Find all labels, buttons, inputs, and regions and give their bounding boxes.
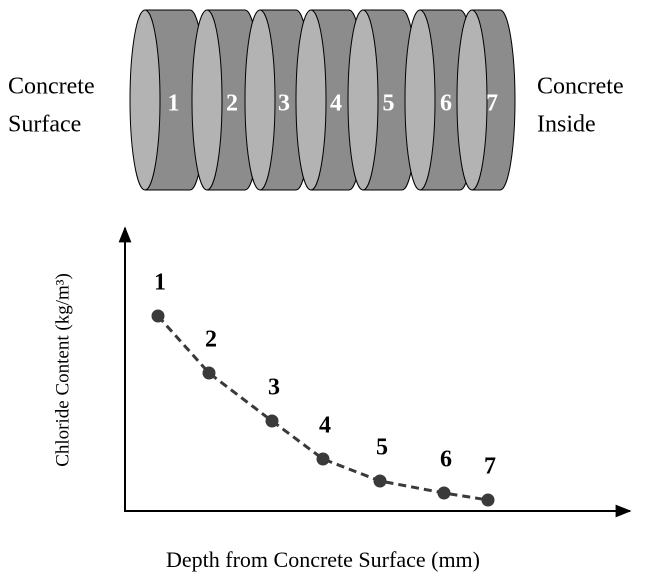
x-axis-label: Depth from Concrete Surface (mm) [166,547,480,572]
data-point [316,452,330,466]
data-point [265,414,279,428]
slice-label: 4 [330,91,342,117]
slice-face [295,9,327,191]
left-label: Surface [8,112,81,138]
right-label: Inside [537,112,596,138]
point-label: 1 [154,270,166,296]
graph: 1 2 3 4 5 6 7 [151,270,496,507]
slice-face [244,9,276,191]
data-point [437,486,451,500]
data-point [481,493,495,507]
right-label: Concrete [537,74,624,100]
point-label: 5 [376,435,388,461]
slice-face [129,9,161,191]
slice-face [347,9,379,191]
slice-face [404,9,436,191]
slice-label: 3 [278,91,290,117]
slice-face [456,9,488,191]
y-axis-label: Chloride Content (kg/m³) [52,273,73,467]
data-point [202,366,216,380]
point-label: 4 [319,413,331,439]
slice-label: 5 [383,91,395,117]
slice-label: 6 [440,91,452,117]
data-point [151,309,165,323]
slice-face [191,9,223,191]
data-point [373,474,387,488]
slice-label: 7 [486,91,498,117]
slices: 1 2 3 4 5 6 7 [129,9,516,191]
slice-label: 2 [226,91,238,117]
point-label: 2 [205,327,217,353]
slice-label: 1 [168,91,180,117]
point-label: 6 [440,447,452,473]
left-label: Concrete [8,74,95,100]
point-label: 7 [484,454,496,480]
point-label: 3 [268,375,280,401]
